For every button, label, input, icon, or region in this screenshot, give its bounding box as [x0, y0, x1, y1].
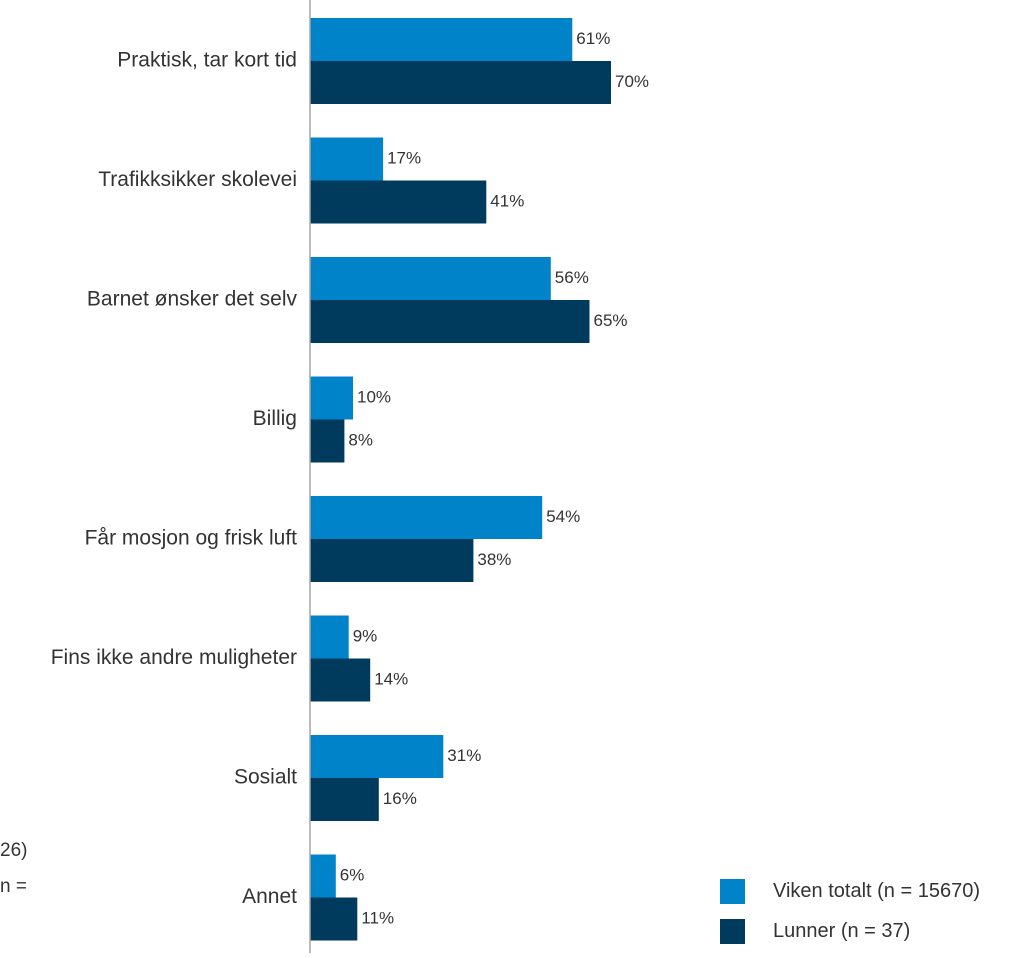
- bar-value-label: 8%: [348, 430, 373, 449]
- category-label: Trafikksikker skolevei: [98, 168, 297, 191]
- bar: [310, 735, 444, 778]
- legend-swatch-lunner: [720, 918, 745, 944]
- legend-item-lunner: Lunner (n = 37): [720, 918, 980, 944]
- bar-value-label: 9%: [353, 626, 378, 645]
- category-label: Annet: [242, 885, 297, 908]
- bar: [310, 897, 358, 941]
- bar: [310, 615, 349, 659]
- category-label: Får mosjon og frisk luft: [85, 527, 298, 550]
- legend-item-viken: Viken totalt (n = 15670): [720, 878, 980, 904]
- bar: [310, 137, 384, 181]
- value-labels-layer: 61% 70% 17% 41% 56% 65% 10% 8% 54% 38% 9% 14% 31% 16%…: [340, 29, 649, 928]
- bar-value-label: 65%: [594, 311, 628, 330]
- bar-value-label: 10%: [357, 387, 391, 406]
- bar: [310, 257, 551, 300]
- cut-off-note-1: 26): [0, 840, 28, 861]
- bar-value-label: 70%: [615, 72, 649, 91]
- bar: [310, 658, 371, 702]
- bar: [310, 18, 573, 61]
- bar-value-label: 17%: [387, 148, 421, 167]
- bar: [310, 539, 474, 582]
- bar-value-label: 16%: [383, 789, 417, 808]
- bars-layer: [310, 18, 611, 941]
- bar-value-label: 54%: [546, 507, 580, 526]
- bar: [310, 61, 611, 104]
- category-label: Praktisk, tar kort tid: [117, 49, 297, 72]
- bar-value-label: 6%: [340, 865, 365, 884]
- category-label: Sosialt: [234, 766, 297, 789]
- bar-value-label: 41%: [490, 191, 524, 210]
- bar: [310, 180, 487, 224]
- bar: [310, 778, 379, 821]
- legend: Viken totalt (n = 15670) Lunner (n = 37): [720, 878, 980, 958]
- bar-value-label: 11%: [361, 908, 394, 927]
- category-label: Billig: [253, 407, 297, 430]
- bar: [310, 854, 336, 898]
- bar: [310, 300, 590, 343]
- category-label: Barnet ønsker det selv: [87, 288, 298, 311]
- bar-value-label: 31%: [447, 746, 481, 765]
- bar-value-label: 38%: [477, 550, 511, 569]
- bar: [310, 419, 345, 463]
- legend-swatch-viken: [720, 878, 745, 904]
- legend-label-viken: Viken totalt (n = 15670): [773, 879, 980, 902]
- bar-value-label: 61%: [576, 29, 610, 48]
- cut-off-note-2: n =: [0, 876, 27, 897]
- bar: [310, 496, 543, 539]
- legend-label-lunner: Lunner (n = 37): [773, 919, 911, 942]
- bar-value-label: 56%: [555, 268, 589, 287]
- category-label: Fins ikke andre muligheter: [51, 646, 297, 669]
- bar-value-label: 14%: [374, 669, 408, 688]
- category-labels-layer: Praktisk, tar kort tid Trafikksikker skol…: [51, 49, 298, 909]
- bar: [310, 376, 353, 420]
